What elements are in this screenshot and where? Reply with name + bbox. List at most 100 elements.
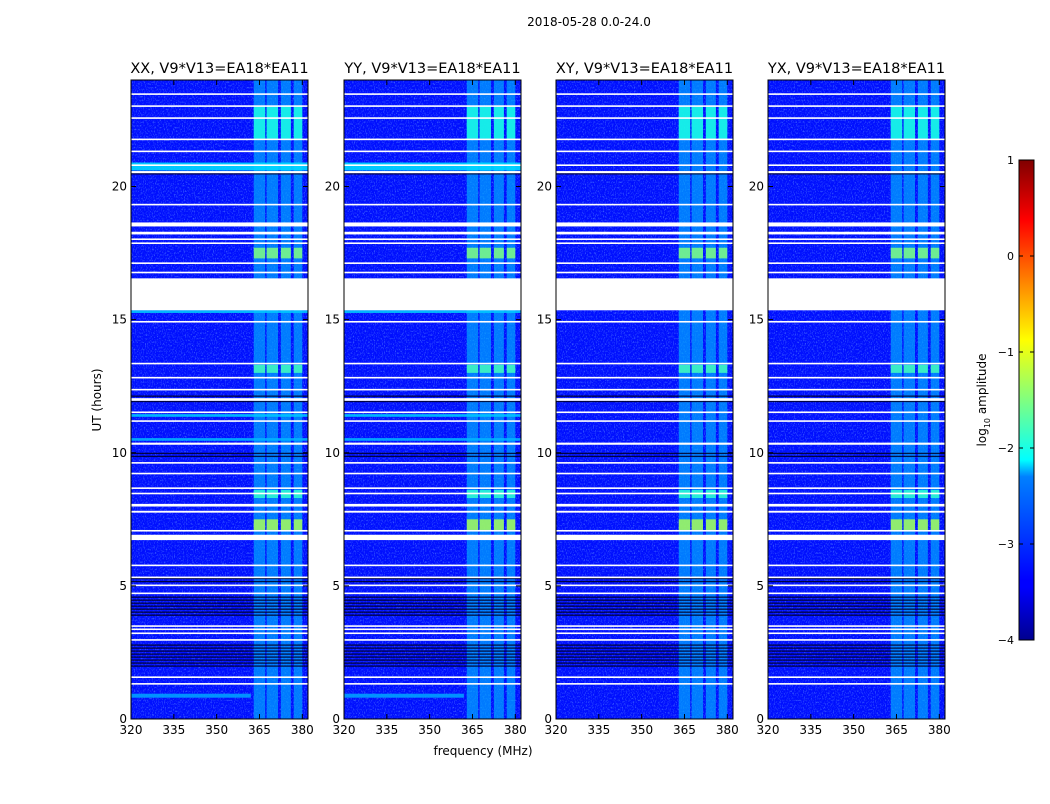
bright-rfi-patch	[293, 106, 303, 139]
dark-row	[768, 602, 945, 604]
bright-rfi-patch	[705, 519, 716, 530]
flagged-row	[556, 487, 733, 489]
flagged-row	[768, 388, 945, 391]
flagged-row	[131, 376, 308, 379]
flagged-row	[556, 411, 733, 414]
flagged-row	[344, 592, 521, 595]
flagged-row	[768, 472, 945, 475]
bright-rfi-patch	[903, 364, 916, 373]
flagged-row	[344, 564, 521, 567]
flagged-row	[768, 625, 945, 627]
dark-row	[556, 577, 733, 580]
flagged-row	[131, 164, 308, 167]
dark-row	[344, 599, 521, 601]
flagged-row	[556, 472, 733, 475]
flagged-row	[556, 171, 733, 174]
flagged-row	[556, 628, 733, 631]
dark-row	[556, 665, 733, 667]
dark-row	[768, 647, 945, 649]
y-tick-label: 0	[332, 712, 340, 726]
dark-row	[556, 602, 733, 604]
bright-rfi-patch	[930, 106, 940, 139]
bright-rfi-patch	[479, 247, 492, 259]
dark-row	[344, 395, 521, 397]
flagged-row	[131, 592, 308, 595]
flagged-row	[768, 362, 945, 365]
flagged-row	[556, 462, 733, 464]
flagged-row	[131, 576, 308, 579]
dark-row	[344, 653, 521, 655]
flagged-row	[344, 362, 521, 365]
x-tick-label: 320	[545, 723, 568, 737]
dark-row	[768, 659, 945, 661]
flagged-row	[344, 628, 521, 631]
dark-row	[768, 665, 945, 667]
y-tick-label: 0	[544, 712, 552, 726]
panel-xx: XX, V9*V13=EA18*EA11 320 335 350 365 380 0 5 10 1…	[112, 61, 314, 737]
y-tick-label: 15	[112, 313, 127, 327]
flagged-row	[344, 625, 521, 627]
bright-rfi-patch	[917, 519, 928, 530]
colorbar-label: log10 amplitude	[975, 354, 992, 447]
flagged-row	[131, 171, 308, 174]
flagged-row	[131, 320, 308, 323]
bright-rfi-patch	[903, 519, 916, 530]
y-tick-label: 5	[332, 579, 340, 593]
dark-row	[131, 596, 308, 598]
x-tick-label: 320	[333, 723, 356, 737]
bright-rfi-patch	[718, 247, 728, 259]
dark-row	[131, 452, 308, 455]
flagged-row	[768, 683, 945, 685]
dark-row	[131, 650, 308, 652]
bright-rfi-patch	[691, 519, 704, 530]
flagged-row	[768, 442, 945, 445]
dark-row	[768, 611, 945, 613]
bright-rfi-patch	[253, 247, 266, 259]
bright-rfi-patch	[691, 247, 704, 259]
dark-row	[768, 599, 945, 601]
flagged-row	[131, 628, 308, 631]
bright-rfi-patch	[678, 106, 691, 139]
bright-rfi-patch	[506, 106, 516, 139]
flagged-row	[768, 242, 945, 245]
dark-row	[131, 173, 308, 175]
flagged-row	[344, 278, 521, 311]
x-tick-label: 335	[375, 723, 398, 737]
panel-yy: YY, V9*V13=EA18*EA11 320 335 350 365 380 0 5 10 1…	[325, 61, 527, 737]
bright-band	[131, 310, 308, 313]
dark-row	[768, 656, 945, 658]
flagged-row	[556, 262, 733, 264]
x-tick-label: 350	[205, 723, 228, 737]
x-tick-label: 380	[716, 723, 739, 737]
flagged-row	[768, 420, 945, 422]
flagged-row	[556, 117, 733, 119]
flagged-row	[556, 492, 733, 495]
bright-band	[131, 438, 308, 441]
flagged-row	[344, 411, 521, 414]
flagged-row	[131, 564, 308, 567]
bright-rfi-patch	[691, 106, 704, 139]
bright-rfi-patch	[293, 519, 303, 530]
x-tick-label: 365	[461, 723, 484, 737]
y-tick-label: 15	[749, 313, 764, 327]
flagged-row	[344, 138, 521, 141]
dark-row	[344, 400, 521, 403]
flagged-row	[556, 529, 733, 532]
bright-rfi-patch	[253, 364, 266, 373]
bright-rfi-patch	[890, 247, 903, 259]
bright-rfi-patch	[253, 519, 266, 530]
bright-rfi-patch	[718, 519, 728, 530]
colorbar-tick-label: −3	[998, 538, 1014, 551]
flagged-row	[556, 150, 733, 153]
flagged-row	[556, 503, 733, 507]
flagged-row	[344, 632, 521, 635]
flagged-row	[556, 242, 733, 245]
flagged-row	[768, 203, 945, 206]
flagged-row	[344, 510, 521, 513]
bright-rfi-patch	[718, 106, 728, 139]
flagged-row	[344, 150, 521, 153]
bright-rfi-patch	[266, 247, 279, 259]
flagged-row	[344, 262, 521, 264]
bright-rfi-patch	[493, 247, 504, 259]
flagged-row	[768, 529, 945, 532]
